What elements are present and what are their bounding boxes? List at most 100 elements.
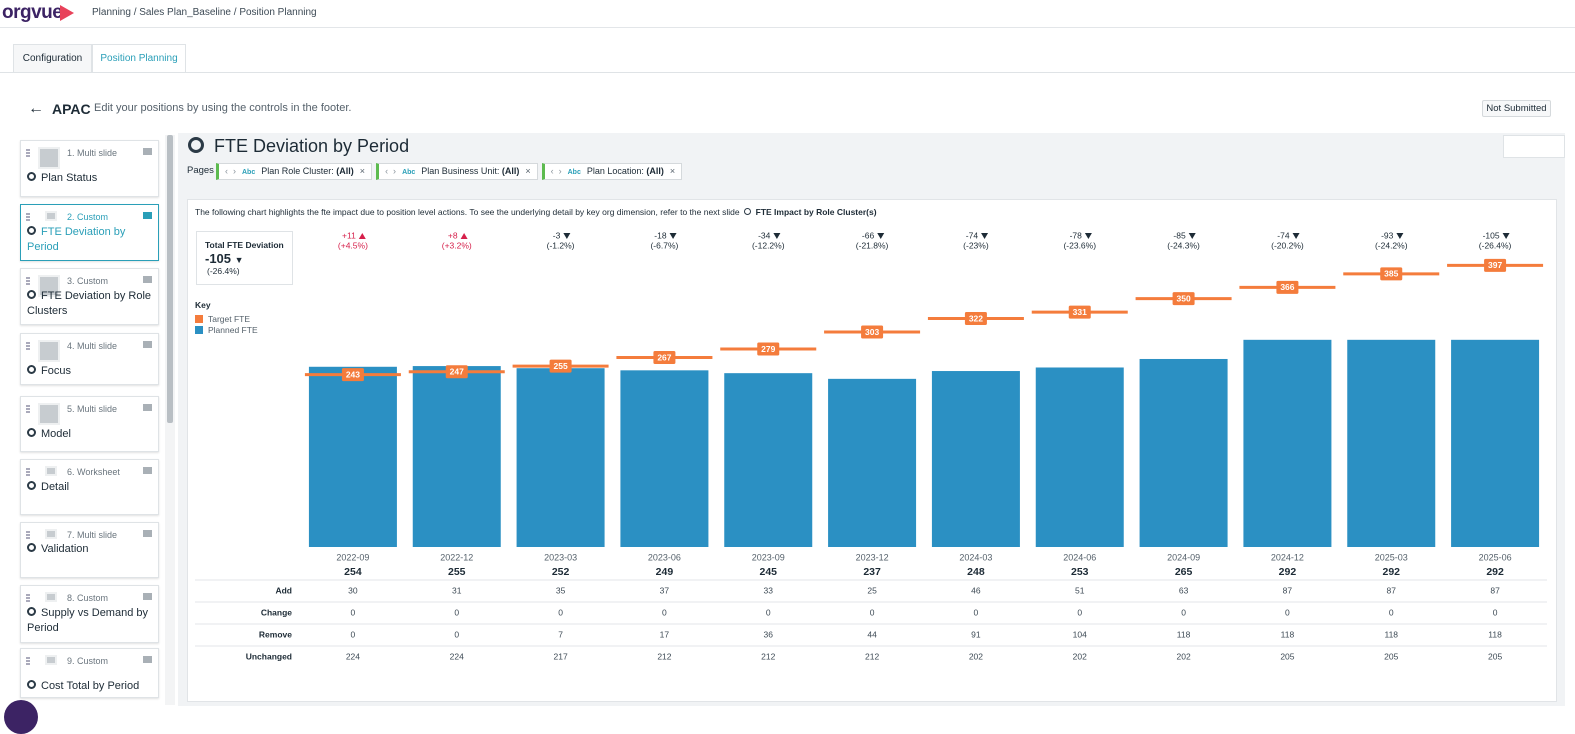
slide-title-text: Plan Status — [41, 172, 98, 184]
slide-link-text[interactable]: FTE Impact by Role Cluster(s) — [755, 207, 877, 217]
slide-link[interactable]: FTE Impact by Role Cluster(s) — [743, 207, 877, 217]
slide-item[interactable]: 7. Multi slide Validation — [20, 522, 159, 578]
slide-title: Cost Total by Period — [27, 679, 155, 694]
slide-label: 2. Custom — [67, 212, 109, 222]
slide-item[interactable]: 3. Custom FTE Deviation by Role Clusters — [20, 268, 159, 325]
tab[interactable]: Configuration — [13, 44, 92, 73]
chart-card — [187, 199, 1557, 702]
slide-title-text: Validation — [41, 543, 89, 555]
slide-label: 6. Worksheet — [67, 467, 120, 477]
slide-title-text: Cost Total by Period — [41, 680, 140, 692]
comment-icon — [143, 148, 152, 155]
breadcrumb[interactable]: Planning / Sales Plan_Baseline / Positio… — [92, 7, 317, 18]
slide-icon — [27, 226, 36, 235]
toolbar[interactable] — [1503, 135, 1565, 158]
back-button[interactable]: ← — [28, 100, 44, 117]
slide-title: FTE Deviation by Period — [214, 136, 410, 156]
legend-label: Planned FTE — [208, 324, 258, 335]
filter-chip[interactable]: ‹ › Abc Plan Role Cluster: (All) × — [216, 163, 373, 180]
total-label: Total FTE Deviation — [205, 240, 284, 250]
scroll-thumb[interactable] — [167, 135, 173, 423]
filter-type: Abc — [402, 169, 416, 176]
filter-nav[interactable]: ‹ › — [385, 166, 397, 176]
help-bubble[interactable] — [4, 700, 38, 734]
comment-icon — [143, 593, 152, 600]
slide-label: 1. Multi slide — [67, 148, 118, 158]
slide-title-text: FTE Deviation by Period — [27, 226, 126, 253]
slide-title-text: Detail — [41, 481, 70, 493]
grip — [26, 342, 30, 350]
filter-remove[interactable]: × — [525, 166, 531, 176]
filter-name: Plan Location: — [586, 166, 644, 176]
filter-remove[interactable]: × — [359, 166, 366, 176]
page-title: APAC — [52, 101, 91, 117]
slide-title: FTE Deviation by Period — [27, 225, 155, 255]
slide-item[interactable]: 8. Custom Supply vs Demand by Period — [20, 585, 159, 643]
slide-item[interactable]: 9. Custom Cost Total by Period — [20, 648, 159, 698]
slide-label: 9. Custom — [67, 656, 109, 666]
filter-nav[interactable]: ‹ › — [225, 166, 236, 176]
thumbnail — [45, 211, 57, 221]
legend: Target FTE Planned FTE — [195, 313, 258, 335]
comment-icon — [143, 212, 152, 219]
slide-label: 8. Custom — [67, 593, 109, 603]
description-text: The following chart highlights the fte i… — [195, 207, 740, 217]
slide-label: 5. Multi slide — [67, 404, 118, 414]
filters: ‹ › Abc Plan Role Cluster: (All) × ‹ › Abc Pla… — [216, 163, 683, 180]
slide-title: FTE Deviation by Role Clusters — [27, 289, 155, 319]
slide-label: 7. Multi slide — [67, 530, 118, 540]
slide-icon — [27, 365, 36, 374]
slide-icon — [27, 680, 36, 689]
filter-chip[interactable]: ‹ › Abc Plan Business Unit: (All) × — [376, 163, 538, 180]
filter-remove[interactable]: × — [669, 166, 676, 176]
pages-label: Pages — [187, 165, 214, 176]
legend-entry: Target FTE — [195, 313, 258, 324]
slide-icon — [27, 481, 36, 490]
total-value: -105 ▼ — [205, 251, 244, 266]
status-badge[interactable]: Not Submitted — [1482, 100, 1551, 117]
slide-title: Plan Status — [27, 171, 155, 186]
grip — [26, 277, 30, 285]
grip — [26, 149, 30, 157]
grip — [26, 657, 30, 665]
legend-swatch — [195, 314, 203, 323]
slide-label: 3. Custom — [67, 276, 109, 286]
logo-mark — [60, 5, 74, 21]
slide-title-text: Focus — [41, 365, 71, 377]
slide-title-text: FTE Deviation by Role Clusters — [27, 290, 152, 317]
slide-item[interactable]: 6. Worksheet Detail — [20, 459, 159, 515]
filter-chip[interactable]: ‹ › Abc Plan Location: (All) × — [541, 163, 683, 180]
filter-type: Abc — [242, 169, 256, 176]
thumbnail — [38, 147, 60, 169]
thumbnail — [38, 275, 60, 297]
comment-icon — [143, 404, 152, 411]
total-number: -105 — [205, 251, 232, 266]
top-bar: orgvue Planning / Sales Plan_Baseline / … — [0, 0, 1575, 28]
comment-icon — [143, 276, 152, 283]
slide-title: Detail — [27, 480, 155, 495]
slide-item[interactable]: 2. Custom FTE Deviation by Period — [20, 204, 159, 261]
filter-value: (All) — [336, 166, 354, 176]
legend-swatch — [195, 325, 203, 334]
slide-item[interactable]: 5. Multi slide Model — [20, 396, 159, 452]
tab-active[interactable]: Position Planning — [92, 44, 186, 73]
total-box: Total FTE Deviation -105 ▼ (-26.4%) — [196, 231, 293, 285]
slide-item[interactable]: 4. Multi slide Focus — [20, 333, 159, 385]
total-pct: (-26.4%) — [207, 266, 240, 276]
filter-name: Plan Role Cluster: — [261, 166, 334, 176]
logo[interactable]: orgvue — [2, 2, 63, 23]
thumbnail — [38, 403, 60, 425]
legend-entry: Planned FTE — [195, 324, 258, 335]
slide-icon — [27, 172, 36, 181]
slide-icon — [27, 543, 36, 552]
slide-icon — [27, 428, 36, 437]
page-subtitle: Edit your positions by using the control… — [94, 102, 352, 114]
grip — [26, 594, 30, 602]
filter-nav[interactable]: ‹ › — [550, 166, 562, 176]
slide-item[interactable]: 1. Multi slide Plan Status — [20, 140, 159, 197]
grip — [26, 531, 30, 539]
tab-divider — [0, 72, 1575, 73]
grip — [26, 213, 30, 221]
filter-name: Plan Business Unit: — [421, 166, 500, 176]
